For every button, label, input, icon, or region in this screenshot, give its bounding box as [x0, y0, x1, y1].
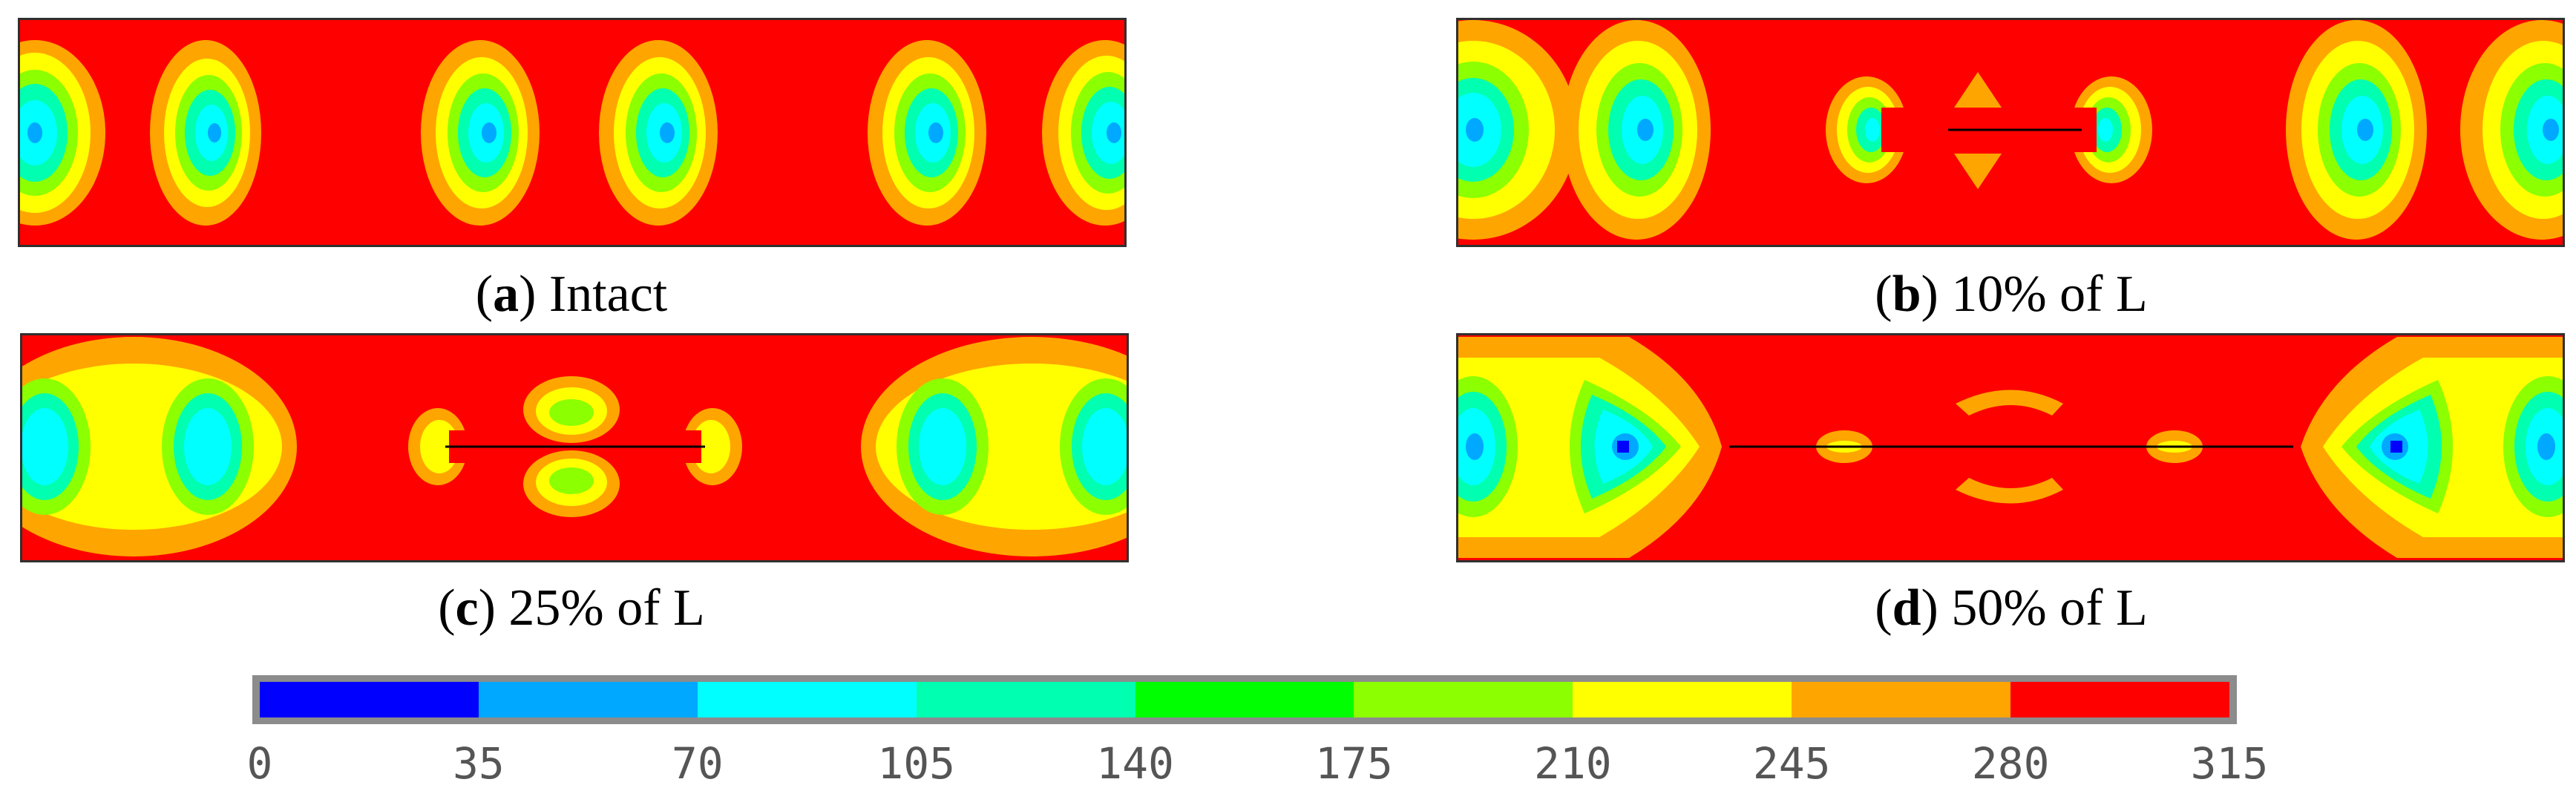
contour-blob: [150, 40, 261, 226]
contour-blob: [1954, 72, 2002, 108]
contour-panel-25: [20, 333, 1129, 562]
contour-blob: [599, 40, 718, 226]
legend-tick-label: 280: [1971, 738, 2050, 789]
legend-tick-label: 105: [877, 738, 956, 789]
contour-plot: [22, 337, 1127, 556]
contour-plot: [20, 40, 1124, 226]
contour-blob: [1826, 76, 1911, 183]
legend-tick-label: 245: [1752, 738, 1831, 789]
contour-plot: [1458, 20, 2563, 240]
legend-tick-label: 210: [1533, 738, 1612, 789]
caption-50-percent: (d) 50% of L: [1875, 579, 2148, 637]
legend-tick-label: 315: [2190, 738, 2269, 789]
legend-swatch: [478, 682, 698, 717]
contour-blob: [1956, 478, 2063, 504]
legend-swatch: [1573, 682, 1792, 717]
contour-blob: [421, 40, 540, 226]
legend-tick-label: 140: [1096, 738, 1174, 789]
contour-blob: [523, 376, 620, 517]
caption-10-percent: (b) 10% of L: [1875, 266, 2148, 323]
contour-blob: [2286, 20, 2427, 240]
caption-intact: (a) Intact: [475, 266, 668, 323]
contour-panel-10: [1456, 18, 2565, 247]
legend-swatch: [1135, 682, 1354, 717]
caption-letter: c: [455, 579, 479, 637]
caption-text: 50% of L: [1938, 579, 2148, 637]
caption-letter: d: [1892, 579, 1921, 637]
caption-letter: a: [493, 266, 520, 323]
contour-blob: [1458, 20, 1577, 240]
legend-swatch: [1354, 682, 1573, 717]
legend-swatch: [916, 682, 1135, 717]
contour-blob: [1956, 390, 2063, 416]
caption-letter: b: [1892, 266, 1921, 323]
contour-blob: [2067, 76, 2152, 183]
legend-tick-label: 70: [671, 738, 724, 789]
caption-text: 10% of L: [1938, 266, 2148, 323]
caption-text: Intact: [536, 266, 668, 323]
contour-blob: [1954, 154, 2002, 189]
contour-blob: [1562, 20, 1711, 240]
legend-tick-label: 0: [246, 738, 273, 789]
contour-blob: [672, 408, 742, 485]
contour-blob: [2301, 337, 2563, 558]
contour-panel-50: [1456, 333, 2565, 562]
contour-blob: [408, 408, 479, 485]
caption-25-percent: (c) 25% of L: [438, 579, 705, 637]
contour-blob: [1042, 40, 1124, 226]
contour-panel-intact: [18, 18, 1127, 247]
contour-blob: [868, 40, 986, 226]
contour-plot: [1458, 337, 2563, 558]
contour-blob: [861, 337, 1127, 556]
color-legend-bar: [252, 675, 2237, 724]
legend-swatch: [697, 682, 917, 717]
caption-text: 25% of L: [495, 579, 705, 637]
legend-swatch: [260, 682, 479, 717]
legend-swatch: [2010, 682, 2230, 717]
legend-tick-label: 35: [452, 738, 505, 789]
contour-blob: [2460, 20, 2563, 240]
contour-blob: [1458, 337, 1722, 558]
contour-blob: [22, 337, 297, 556]
contour-blob: [20, 40, 105, 226]
legend-tick-label: 175: [1315, 738, 1393, 789]
legend-swatch: [1792, 682, 2011, 717]
